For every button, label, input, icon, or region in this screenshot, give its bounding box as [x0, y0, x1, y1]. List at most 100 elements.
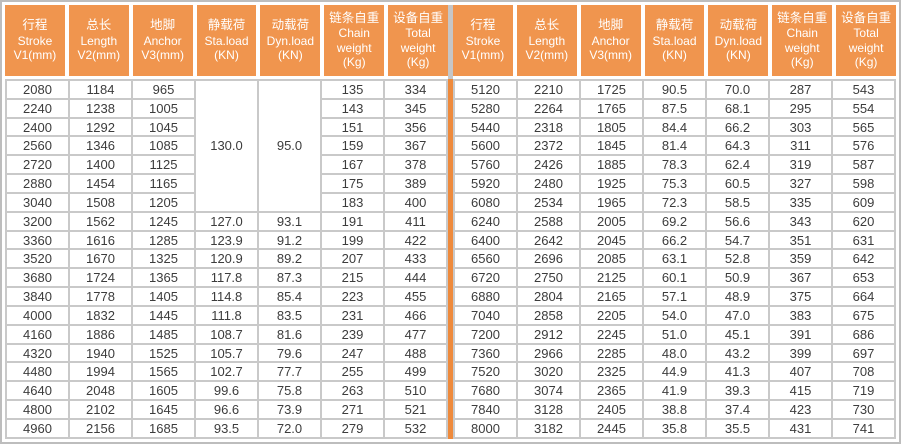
right-cell-length: 2858 [516, 304, 581, 326]
left-cell-dynamic-load: 85.4 [257, 286, 322, 307]
left-cell-anchor: 1365 [131, 267, 196, 289]
right-cell-length: 2264 [516, 97, 581, 119]
column-header-anchor: 地脚 Anchor V3(mm) [132, 5, 193, 76]
right-cell-chain-weight: 415 [768, 380, 833, 402]
left-cell-stroke: 4160 [5, 323, 70, 345]
column-header-line: (KN) [726, 48, 751, 63]
left-cell-total-weight: 367 [383, 135, 448, 157]
right-cell-static-load: 78.3 [642, 154, 707, 176]
table-row: 2400 1292 1045 151 356 [5, 116, 448, 138]
table-row: 3840 1778 1405 114.8 85.4 223 455 [5, 286, 448, 307]
right-cell-total-weight: 598 [831, 173, 896, 194]
table-row: 6720 2750 2125 60.1 50.9 367 653 [453, 267, 896, 289]
right-cell-anchor: 1765 [579, 97, 644, 119]
table-row: 5120 2210 1725 90.5 70.0 287 543 [453, 79, 896, 100]
right-cell-stroke: 7840 [453, 399, 518, 420]
right-cell-length: 2480 [516, 173, 581, 194]
column-header-anchor: 地脚 Anchor V3(mm) [580, 5, 641, 76]
left-cell-stroke: 2880 [5, 173, 70, 194]
right-cell-static-load: 63.1 [642, 248, 707, 270]
left-cell-chain-weight: 231 [320, 304, 385, 326]
left-cell-stroke: 3680 [5, 267, 70, 289]
left-cell-length: 1562 [68, 210, 133, 232]
right-cell-anchor: 2445 [579, 417, 644, 440]
right-cell-chain-weight: 343 [768, 210, 833, 232]
right-cell-static-load: 84.4 [642, 116, 707, 138]
right-cell-stroke: 6080 [453, 191, 518, 213]
column-header-line: 动载荷 [719, 18, 758, 33]
left-cell-length: 1832 [68, 304, 133, 326]
right-cell-anchor: 2125 [579, 267, 644, 289]
divider-header-segment [448, 5, 453, 79]
left-cell-dynamic-load: 83.5 [257, 304, 322, 326]
left-cell-stroke: 3040 [5, 191, 70, 213]
right-cell-dynamic-load: 68.1 [705, 97, 770, 119]
right-cell-anchor: 2085 [579, 248, 644, 270]
column-header-line: 链条自重 [777, 10, 828, 25]
right-cell-stroke: 6400 [453, 229, 518, 251]
right-cell-dynamic-load: 56.6 [705, 210, 770, 232]
left-cell-chain-weight: 167 [320, 154, 385, 176]
right-cell-total-weight: 609 [831, 191, 896, 213]
right-cell-total-weight: 543 [831, 79, 896, 100]
column-header-line: Chain [786, 26, 818, 41]
table-row: 2080 1184 965 130.0 95.0 135 334 [5, 79, 448, 213]
right-cell-dynamic-load: 54.7 [705, 229, 770, 251]
left-cell-total-weight: 532 [383, 417, 448, 440]
right-cell-stroke: 6880 [453, 286, 518, 307]
column-header-line: 静载荷 [207, 18, 246, 33]
right-cell-total-weight: 697 [831, 342, 896, 364]
right-cell-dynamic-load: 62.4 [705, 154, 770, 176]
right-cell-anchor: 2245 [579, 323, 644, 345]
right-cell-total-weight: 675 [831, 304, 896, 326]
column-header-line: weight [336, 40, 372, 55]
right-cell-dynamic-load: 70.0 [705, 79, 770, 100]
right-cell-anchor: 1805 [579, 116, 644, 138]
column-header-line: Length [528, 33, 566, 48]
right-cell-length: 2588 [516, 210, 581, 232]
left-cell-length: 1778 [68, 286, 133, 307]
right-cell-static-load: 87.5 [642, 97, 707, 119]
left-cell-anchor: 1525 [131, 342, 196, 364]
right-cell-static-load: 54.0 [642, 304, 707, 326]
right-cell-total-weight: 587 [831, 154, 896, 176]
column-header-line: (Kg) [406, 55, 430, 70]
column-header-line: 行程 [470, 18, 496, 33]
left-cell-chain-weight: 143 [320, 97, 385, 119]
right-cell-static-load: 81.4 [642, 135, 707, 157]
left-cell-total-weight: 466 [383, 304, 448, 326]
table-row: 5600 2372 1845 81.4 64.3 311 576 [453, 135, 896, 157]
left-cell-stroke: 3200 [5, 210, 70, 232]
left-cell-anchor: 1205 [131, 191, 196, 213]
left-cell-total-weight: 499 [383, 361, 448, 383]
right-cell-dynamic-load: 39.3 [705, 380, 770, 402]
left-cell-length: 1184 [68, 79, 133, 100]
column-header-line: V2(mm) [77, 48, 121, 63]
table-row: 7040 2858 2205 54.0 47.0 383 675 [453, 304, 896, 326]
right-cell-dynamic-load: 43.2 [705, 342, 770, 364]
table-row: 3040 1508 1205 183 400 [5, 191, 448, 213]
table-row: 6880 2804 2165 57.1 48.9 375 664 [453, 286, 896, 307]
column-header-line: Length [80, 33, 118, 48]
left-cell-static-load: 108.7 [194, 323, 259, 345]
column-header-line: (KN) [214, 48, 239, 63]
left-cell-length: 1292 [68, 116, 133, 138]
column-header-line: Dyn.load [266, 33, 315, 48]
right-cell-dynamic-load: 60.5 [705, 173, 770, 194]
left-cell-length: 1400 [68, 154, 133, 176]
table-row: 8000 3182 2445 35.8 35.5 431 741 [453, 417, 896, 440]
right-cell-length: 3074 [516, 380, 581, 402]
right-cell-length: 2912 [516, 323, 581, 345]
left-cell-length: 2102 [68, 399, 133, 420]
right-cell-length: 2372 [516, 135, 581, 157]
column-header-line: 地脚 [598, 18, 624, 33]
column-header-line: (KN) [662, 48, 687, 63]
right-cell-dynamic-load: 52.8 [705, 248, 770, 270]
left-cell-total-weight: 400 [383, 191, 448, 213]
left-cell-anchor: 1165 [131, 173, 196, 194]
right-cell-stroke: 7200 [453, 323, 518, 345]
right-cell-dynamic-load: 50.9 [705, 267, 770, 289]
right-cell-dynamic-load: 64.3 [705, 135, 770, 157]
left-cell-chain-weight: 207 [320, 248, 385, 270]
right-cell-dynamic-load: 58.5 [705, 191, 770, 213]
